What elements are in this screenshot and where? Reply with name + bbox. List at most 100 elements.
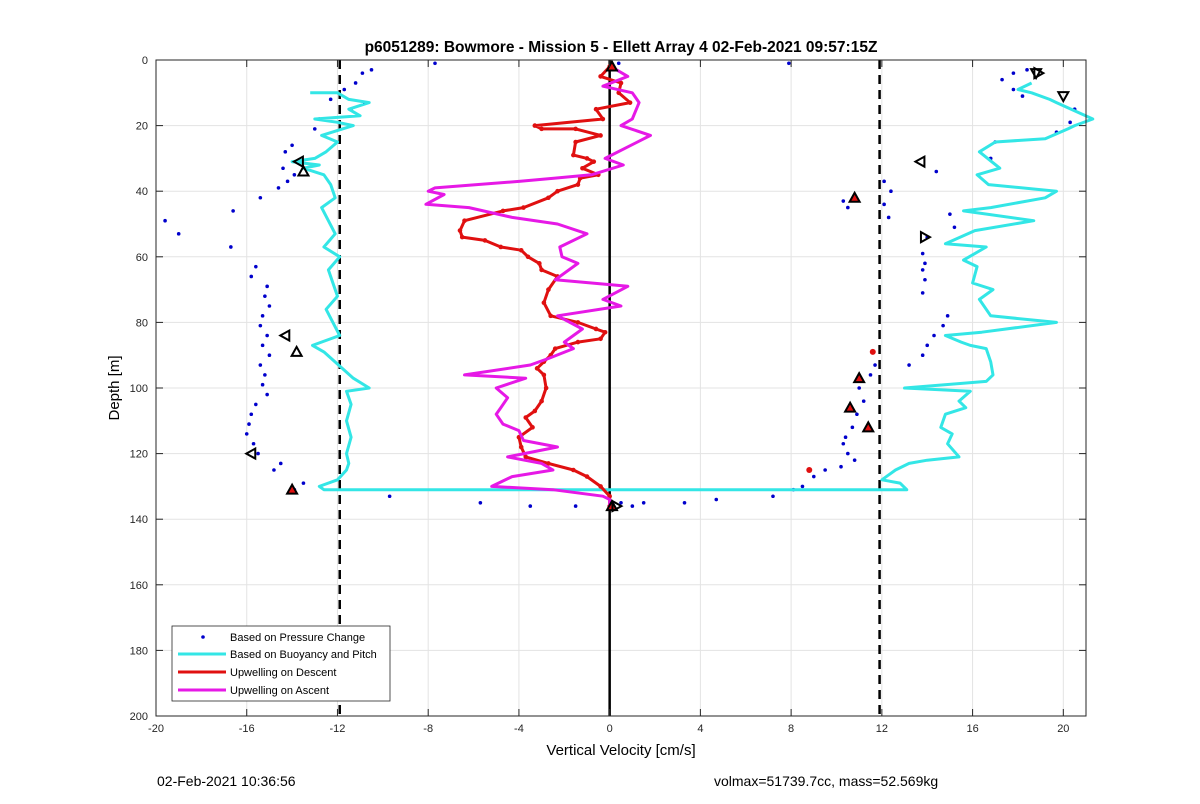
descent-point [539, 126, 544, 132]
descent-point [534, 366, 540, 371]
pressure-change-point [882, 202, 886, 207]
descent-point [541, 372, 547, 378]
descent-point [598, 74, 603, 79]
descent-point [532, 408, 538, 414]
descent-point [546, 195, 551, 201]
descent-point [457, 228, 463, 233]
pressure-change-point [247, 422, 251, 426]
pressure-change-point [630, 504, 635, 508]
chart-title: p6051289: Bowmore - Mission 5 - Ellett A… [365, 39, 878, 56]
pressure-change-point [823, 468, 827, 472]
y-tick-label: 120 [130, 449, 148, 461]
event-triangle-marker [611, 499, 624, 513]
descent-point [598, 133, 603, 138]
pressure-change-point [923, 261, 927, 266]
pressure-change-point [328, 97, 333, 102]
descent-point [523, 454, 529, 460]
descent-point [521, 205, 526, 210]
pressure-change-point [251, 441, 256, 446]
event-triangle-marker [244, 446, 257, 461]
footer-info: volmax=51739.7cc, mass=52.569kg [714, 773, 939, 789]
descent-point [600, 116, 606, 122]
pressure-change-point [176, 232, 181, 236]
x-tick-label: -12 [330, 723, 346, 735]
buoyancy-pitch-line [290, 81, 1095, 492]
footer-timestamp: 02-Feb-2021 10:36:56 [157, 773, 296, 789]
pressure-change-point [260, 314, 265, 318]
event-triangle-marker [278, 328, 291, 343]
pressure-change-point [771, 494, 775, 499]
descent-point [598, 484, 603, 489]
pressure-change-point [846, 205, 850, 210]
pressure-change-point [573, 504, 578, 508]
pressure-change-point [616, 61, 621, 66]
pressure-change-point [265, 284, 269, 289]
pressure-change-point [258, 363, 263, 367]
descent-point [500, 208, 506, 214]
event-triangle-marker [861, 420, 875, 433]
pressure-change-point [800, 484, 805, 489]
descent-point [537, 261, 542, 266]
pressure-change-point [714, 497, 719, 502]
pressure-change-point [260, 343, 265, 348]
pressure-change-point [1011, 71, 1016, 75]
pressure-change-point [945, 314, 950, 318]
pressure-change-point [263, 373, 267, 377]
pressure-change-point [932, 333, 936, 338]
event-triangle-marker [289, 344, 304, 357]
pressure-change-point [641, 501, 646, 505]
pressure-change-point [278, 461, 283, 466]
legend-label-buoyancy: Based on Buoyancy and Pitch [230, 649, 377, 661]
pressure-change-point [1025, 68, 1029, 72]
descent-point [543, 385, 549, 391]
x-axis-label: Vertical Velocity [cm/s] [546, 742, 695, 759]
descent-point [498, 244, 504, 250]
ticks: -20 -16 -12 -8 -4 0 4 8 12 16 20020406080100120140… [130, 55, 1086, 735]
pressure-change-point [812, 474, 816, 479]
x-tick-label: 12 [876, 723, 888, 735]
event-triangle-marker [919, 230, 933, 244]
pressure-change-point [290, 143, 294, 148]
pressure-change-point [249, 412, 254, 417]
legend: Based on Pressure Change Based on Buoyan… [171, 625, 391, 702]
event-triangle-marker [296, 164, 311, 177]
pressure-change-point [886, 215, 891, 220]
pressure-change-point [952, 225, 957, 230]
pressure-change-point [920, 353, 925, 358]
y-tick-label: 0 [142, 55, 148, 67]
pressure-change-point [353, 81, 358, 85]
pressure-change-point [850, 425, 855, 430]
pressure-change-point [787, 61, 791, 66]
descent-point [593, 326, 599, 332]
legend-entry-descent: Upwelling on Descent [178, 667, 336, 679]
event-triangle-marker [1029, 68, 1043, 81]
pressure-change-point [433, 61, 437, 66]
x-tick-label: -8 [423, 723, 433, 735]
legend-entry-ascent: Upwelling on Ascent [178, 685, 329, 697]
pressure-change-point [920, 291, 925, 295]
legend-label-pressure: Based on Pressure Change [230, 632, 365, 644]
descent-point [580, 165, 585, 171]
event-dot-marker [806, 467, 813, 473]
event-triangle-marker [852, 371, 866, 384]
pressure-change-point [841, 199, 846, 203]
legend-entry-pressure: Based on Pressure Change [201, 632, 365, 644]
pressure-change-point [256, 451, 260, 456]
y-tick-label: 140 [130, 514, 148, 526]
descent-point [546, 461, 551, 466]
pressure-change-point [163, 218, 167, 223]
pressure-change-point [258, 323, 263, 328]
descent-point [518, 247, 524, 253]
pressure-change-point [292, 173, 297, 177]
pressure-change-point [528, 504, 533, 508]
y-tick-label: 160 [130, 580, 148, 592]
descent-point [539, 267, 544, 273]
descent-point [584, 474, 590, 479]
descent-point [571, 152, 576, 158]
pressure-change-point [265, 333, 269, 338]
x-tick-label: 0 [607, 723, 613, 735]
descent-point [573, 126, 578, 132]
pressure-change-point [267, 304, 272, 308]
pressure-change-point [920, 251, 925, 256]
